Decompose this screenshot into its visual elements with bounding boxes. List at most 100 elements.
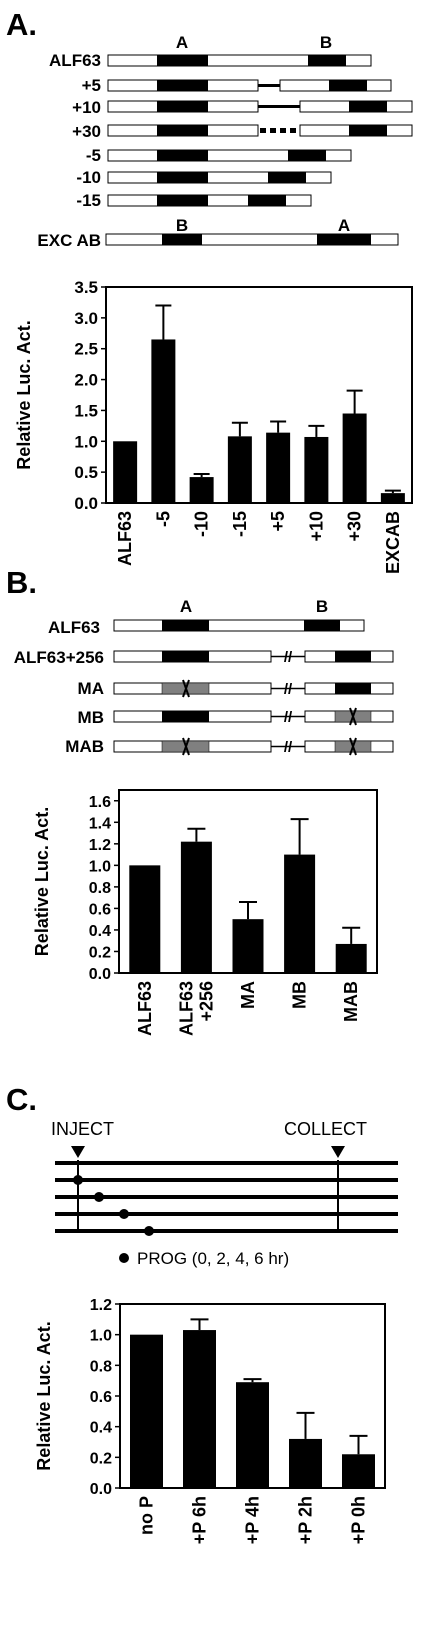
y-tick-label: 0.0 (90, 1481, 112, 1498)
y-tick-label: 0.2 (90, 1450, 112, 1467)
construct-minus15 (107, 194, 312, 207)
construct-labels-b: ALF63 ALF63+256 MA MB MAB (14, 618, 104, 756)
y-tick-label: 0.4 (89, 923, 111, 940)
y-tick-label: 3.0 (74, 309, 98, 328)
inject-label: INJECT (51, 1119, 114, 1139)
bar (342, 1454, 375, 1488)
category-label: +P 0h (349, 1496, 369, 1544)
y-tick-label: 0.6 (89, 901, 111, 918)
y-tick-label: 1.2 (90, 1297, 112, 1314)
y-tick-label: 0.2 (89, 944, 111, 961)
category-label: -10 (192, 511, 212, 537)
bar (129, 865, 161, 973)
category-label: +P 4h (243, 1496, 263, 1544)
bar (232, 919, 264, 973)
category-label: ALF63 (176, 981, 196, 1036)
construct-label: +5 (82, 76, 101, 95)
construct-minus10 (107, 171, 332, 184)
site-label-b-b: B (316, 597, 328, 616)
bar (335, 943, 367, 973)
bar (227, 436, 252, 503)
category-label: MB (290, 981, 310, 1009)
panel-letter-c: C. (6, 1082, 37, 1117)
y-tick-label: 0.8 (89, 880, 111, 897)
category-label: +5 (268, 511, 288, 532)
category-label: +10 (306, 511, 326, 542)
y-tick-label: 3.5 (74, 278, 98, 297)
category-label: +30 (345, 511, 365, 542)
legend-dot (119, 1253, 129, 1263)
y-tick-label: 2.0 (74, 371, 98, 390)
construct-b-ma: // (113, 679, 394, 698)
break-mark: // (284, 649, 293, 666)
bar (189, 477, 214, 503)
plot-frame (105, 286, 413, 504)
prog-dot (119, 1209, 129, 1219)
construct-minus5 (107, 149, 352, 162)
bar (130, 1334, 163, 1488)
construct-diagrams-b: // // // // (113, 619, 394, 756)
y-tick-label: 1.0 (89, 858, 111, 875)
construct-b-alf63 (113, 619, 365, 632)
bar (380, 493, 405, 503)
y-tick-label: 1.2 (89, 837, 111, 854)
y-tick-label: 0.8 (90, 1358, 112, 1375)
site-label-b-exc: B (176, 216, 188, 235)
category-label: EXCAB (383, 511, 403, 574)
construct-diagrams-a (105, 54, 413, 246)
category-label: no P (137, 1496, 157, 1535)
bar (113, 441, 138, 503)
y-tick-label: 1.4 (89, 815, 111, 832)
chart-a: 0.0 0.5 1.0 1.5 2.0 2.5 3.0 3.5 Relative Luc. Ac… (14, 278, 413, 574)
bar (304, 436, 329, 503)
construct-label: ALF63+256 (14, 648, 104, 667)
site-label-b-top: B (320, 33, 332, 52)
break-mark: // (284, 681, 293, 698)
category-label: -15 (230, 511, 250, 537)
category-label: MAB (341, 981, 361, 1022)
timeline-diagram (55, 1146, 398, 1236)
construct-label: +30 (72, 122, 101, 141)
construct-label: +10 (72, 98, 101, 117)
category-label: ALF63 (135, 981, 155, 1036)
category-label: +256 (196, 981, 216, 1022)
y-axis-label: Relative Luc. Act. (14, 320, 34, 469)
y-tick-label: 0.5 (74, 463, 98, 482)
chart-b: 0.0 0.2 0.4 0.6 0.8 1.0 1.2 1.4 1.6 Relative Luc.… (32, 789, 378, 1036)
y-axis-label: Relative Luc. Act. (32, 807, 52, 956)
prog-dot (94, 1192, 104, 1202)
break-mark: // (284, 709, 293, 726)
prog-legend: PROG (0, 2, 4, 6 hr) (137, 1249, 289, 1268)
y-tick-label: 1.0 (74, 432, 98, 451)
category-label: MA (238, 981, 258, 1009)
site-label-a-b: A (180, 597, 192, 616)
bar (266, 432, 291, 503)
y-tick-label: 0.0 (74, 494, 98, 513)
category-label: ALF63 (115, 511, 135, 566)
construct-label: -10 (76, 168, 101, 187)
bar (342, 413, 367, 503)
y-tick-label: 0.0 (89, 966, 111, 983)
construct-label: MA (78, 679, 104, 698)
construct-labels-a: ALF63 +5 +10 +30 -5 -10 -15 EXC AB (37, 51, 101, 250)
construct-b-mb: // (113, 707, 394, 726)
inject-arrow-icon (71, 1146, 85, 1158)
construct-label: ALF63 (49, 51, 101, 70)
y-tick-label: 1.5 (74, 401, 98, 420)
y-tick-label: 0.4 (90, 1420, 112, 1437)
construct-exc-ab (105, 233, 399, 246)
construct-plus10 (107, 100, 413, 113)
category-label: +P 6h (190, 1496, 210, 1544)
construct-b-alf63-256: // (113, 649, 394, 666)
construct-plus30 (107, 124, 413, 137)
timeline-lines (55, 1161, 398, 1233)
construct-label: MB (78, 708, 104, 727)
construct-label: -15 (76, 191, 101, 210)
y-tick-label: 1.6 (89, 794, 111, 811)
y-tick-label: 1.0 (90, 1328, 112, 1345)
y-tick-label: 2.5 (74, 340, 98, 359)
panel-letter-a: A. (6, 7, 37, 42)
construct-plus5 (107, 79, 392, 92)
construct-label: -5 (86, 146, 101, 165)
